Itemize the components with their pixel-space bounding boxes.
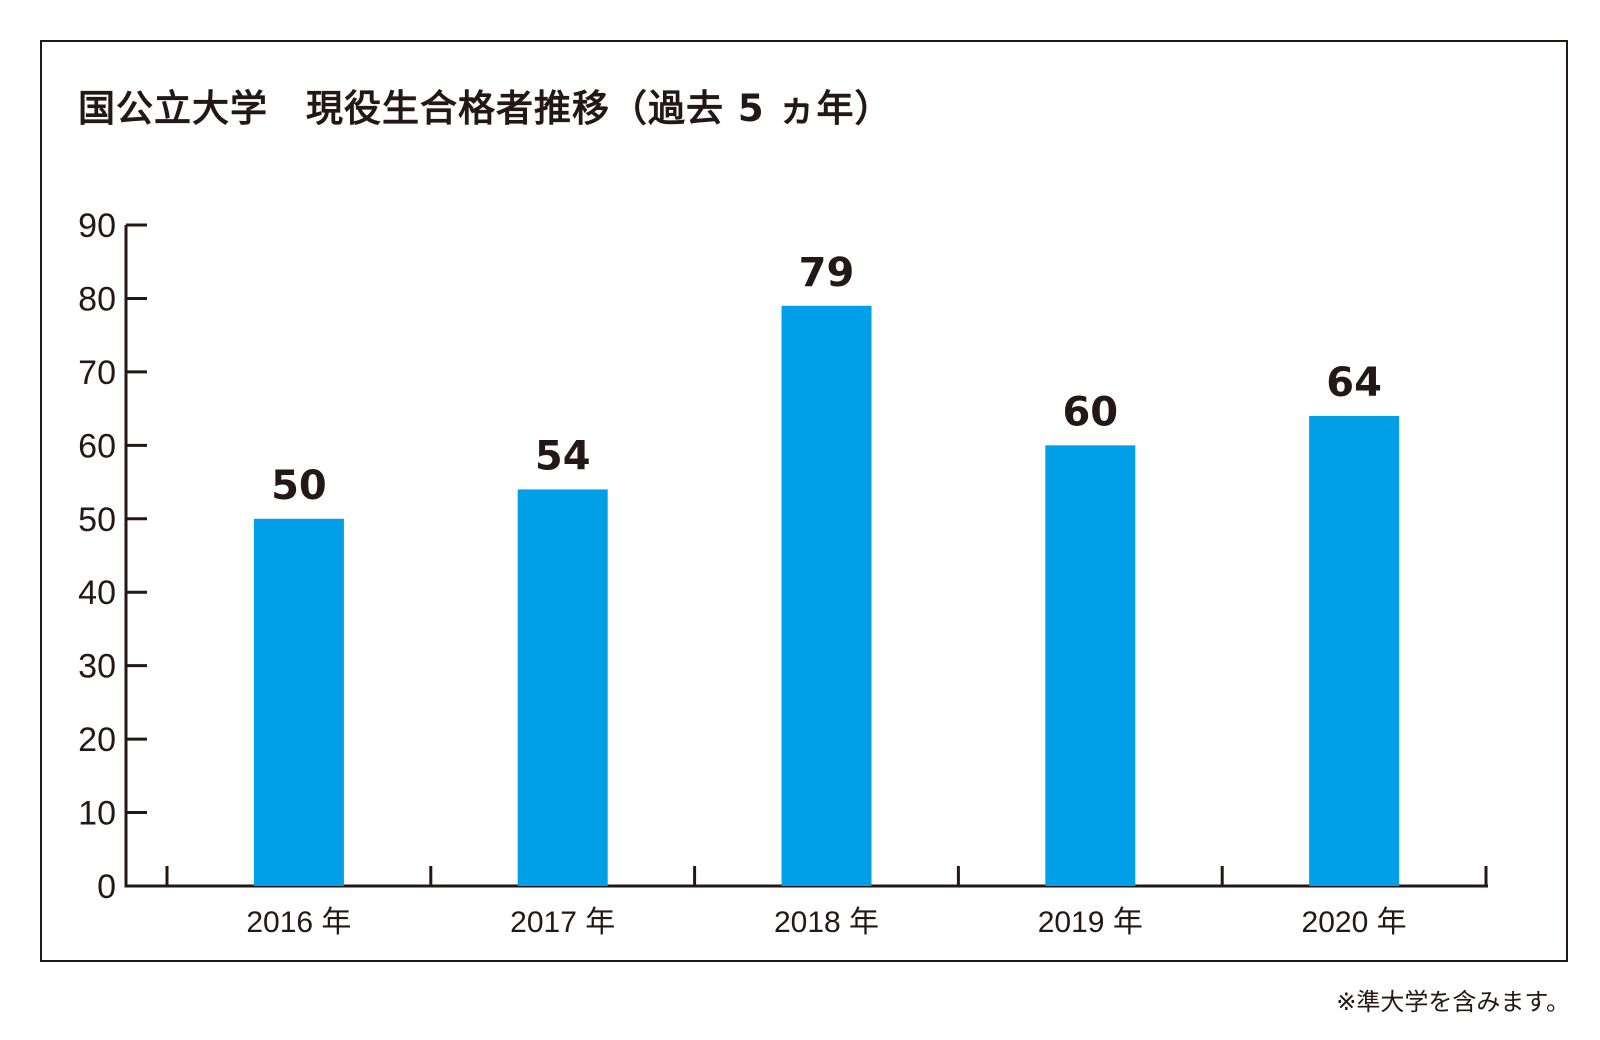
data-label: 50 bbox=[271, 463, 327, 509]
y-tick-label: 30 bbox=[78, 648, 116, 686]
y-tick-label: 80 bbox=[78, 280, 116, 318]
bar bbox=[253, 518, 344, 886]
data-label: 54 bbox=[535, 433, 591, 479]
chart-frame bbox=[40, 40, 1568, 962]
bar bbox=[1045, 445, 1136, 886]
y-tick-label: 40 bbox=[78, 574, 116, 612]
chart-title: 国公立大学 現役生合格者推移（過去 5 ヵ年） bbox=[78, 87, 893, 130]
bar bbox=[517, 489, 608, 886]
y-tick-label: 70 bbox=[78, 354, 116, 392]
x-tick-label: 2019 年 bbox=[1038, 906, 1143, 939]
bars bbox=[253, 305, 1400, 886]
y-tick-label: 20 bbox=[78, 721, 116, 759]
y-tick-label: 90 bbox=[78, 207, 116, 245]
x-tick-label: 2020 年 bbox=[1302, 906, 1407, 939]
x-tick-label: 2016 年 bbox=[246, 906, 351, 939]
x-tick-label: 2018 年 bbox=[774, 906, 879, 939]
data-label: 79 bbox=[799, 250, 855, 296]
y-tick-label: 60 bbox=[78, 427, 116, 465]
y-tick-label: 0 bbox=[97, 868, 116, 906]
data-label: 60 bbox=[1062, 389, 1118, 435]
data-labels: 50 54 79 60 64 bbox=[271, 250, 1382, 509]
footnote: ※準大学を含みます。 bbox=[1336, 988, 1570, 1016]
bar bbox=[781, 305, 872, 886]
y-tick-label: 10 bbox=[78, 795, 116, 833]
x-tick-label: 2017 年 bbox=[510, 906, 615, 939]
bar bbox=[1309, 415, 1400, 886]
y-tick-label: 50 bbox=[78, 501, 116, 539]
data-label: 64 bbox=[1326, 360, 1382, 406]
y-axis: 0 10 20 30 40 50 60 70 80 90 bbox=[78, 207, 147, 906]
